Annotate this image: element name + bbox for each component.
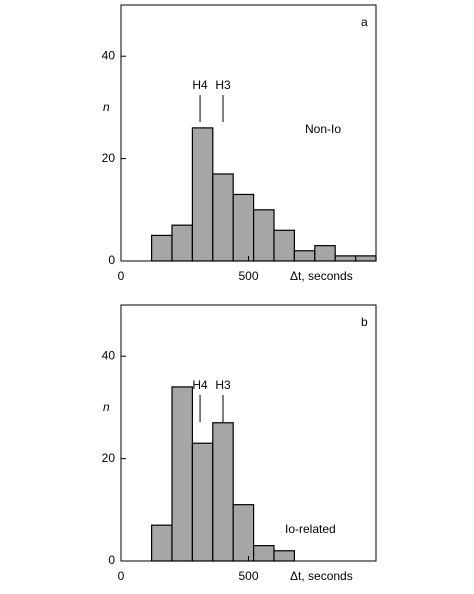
annotation-label: H3 [215,378,231,392]
y-tick-label: 20 [102,151,116,165]
histogram-bar [151,234,173,262]
histogram-bar [171,386,193,562]
y-tick-label: 0 [108,553,115,567]
annotation-label: H4 [192,378,208,392]
histogram-bar [273,229,295,262]
histogram-bar [171,224,193,262]
y-tick-label: 40 [102,348,116,362]
x-tick-label: 0 [118,269,125,283]
histogram-bar [253,209,275,262]
histogram-bar [191,442,214,562]
x-tick-label: 500 [238,569,258,583]
x-tick-label: 500 [238,269,258,283]
panel-note: Non-Io [305,122,341,136]
histogram-bar [212,422,234,562]
x-axis-label: Δt, seconds [290,269,353,283]
x-tick-label: 0 [118,569,125,583]
annotation-label: H3 [215,78,231,92]
y-tick-label: 40 [102,48,116,62]
histogram-bar [151,524,173,562]
histogram-bar [212,173,234,262]
histogram-bar [253,545,275,562]
y-axis-label: n [103,400,110,414]
histogram-bar [232,193,255,262]
y-tick-label: 0 [108,253,115,267]
histogram-bar [293,250,316,262]
histogram-bar [273,550,295,562]
histogram-bar [355,255,377,262]
panel-note: Io-related [285,522,336,536]
y-tick-label: 20 [102,451,116,465]
histogram-bar [314,245,336,262]
histogram-bar [334,255,357,262]
histogram-bar [232,504,255,562]
histogram-bar [191,127,214,262]
panel-label: b [361,315,368,329]
panel-label: a [361,15,368,29]
annotation-label: H4 [192,78,208,92]
y-axis-label: n [103,100,110,114]
x-axis-label: Δt, seconds [290,569,353,583]
